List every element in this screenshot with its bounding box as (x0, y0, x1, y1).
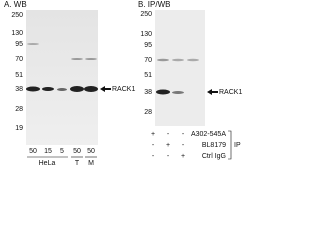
marker-label: 95 (144, 42, 152, 49)
ip-bracket (228, 130, 232, 160)
bands-b (156, 58, 199, 95)
markers-a: 250 130 95 70 51 38 28 19 (11, 12, 23, 132)
load-label: 50 (87, 148, 95, 155)
marker-label: 130 (140, 31, 152, 38)
row-label: BL8179 (202, 142, 226, 149)
bands-a (26, 43, 98, 92)
marker-label: 38 (144, 89, 152, 96)
load-label: 15 (44, 148, 52, 155)
target-label: RACK1 (112, 86, 135, 93)
marker-label: 250 (140, 11, 152, 18)
load-label: 50 (73, 148, 81, 155)
sign: - (167, 131, 170, 138)
ip-label: IP (234, 142, 241, 149)
sign: - (152, 153, 155, 160)
load-label: 50 (29, 148, 37, 155)
sign: + (166, 142, 170, 149)
marker-label: 28 (15, 106, 23, 113)
load-label: 5 (60, 148, 64, 155)
blot-a (26, 10, 98, 145)
blot-b (155, 10, 205, 126)
marker-label: 70 (15, 56, 23, 63)
marker-label: 51 (15, 72, 23, 79)
marker-label: 70 (144, 57, 152, 64)
arrow (100, 86, 111, 92)
sign: + (151, 131, 155, 138)
sign: + (181, 153, 185, 160)
row-label: A302-545A (191, 131, 226, 138)
sign: - (182, 142, 185, 149)
ip-rows: A302-545A + - - BL8179 - + - Ctrl IgG - - + (151, 131, 226, 160)
marker-label: 28 (144, 109, 152, 116)
panel-title: A. WB (4, 0, 27, 9)
markers-b: 250 130 95 70 51 38 28 (140, 11, 152, 116)
panel-title: B. IP/WB (138, 0, 170, 9)
group-label: M (88, 160, 94, 167)
group-label: HeLa (39, 160, 56, 167)
marker-label: 130 (11, 30, 23, 37)
sign: - (167, 153, 170, 160)
group-label: T (75, 160, 80, 167)
sign: - (152, 142, 155, 149)
marker-label: 51 (144, 72, 152, 79)
marker-label: 250 (11, 12, 23, 19)
arrow (207, 89, 218, 95)
marker-label: 38 (15, 86, 23, 93)
marker-label: 95 (15, 41, 23, 48)
row-label: Ctrl IgG (202, 153, 226, 160)
marker-label: 19 (15, 125, 23, 132)
target-label: RACK1 (219, 89, 242, 96)
sign: - (182, 131, 185, 138)
loads-a: 50 15 5 50 50 (29, 148, 95, 155)
